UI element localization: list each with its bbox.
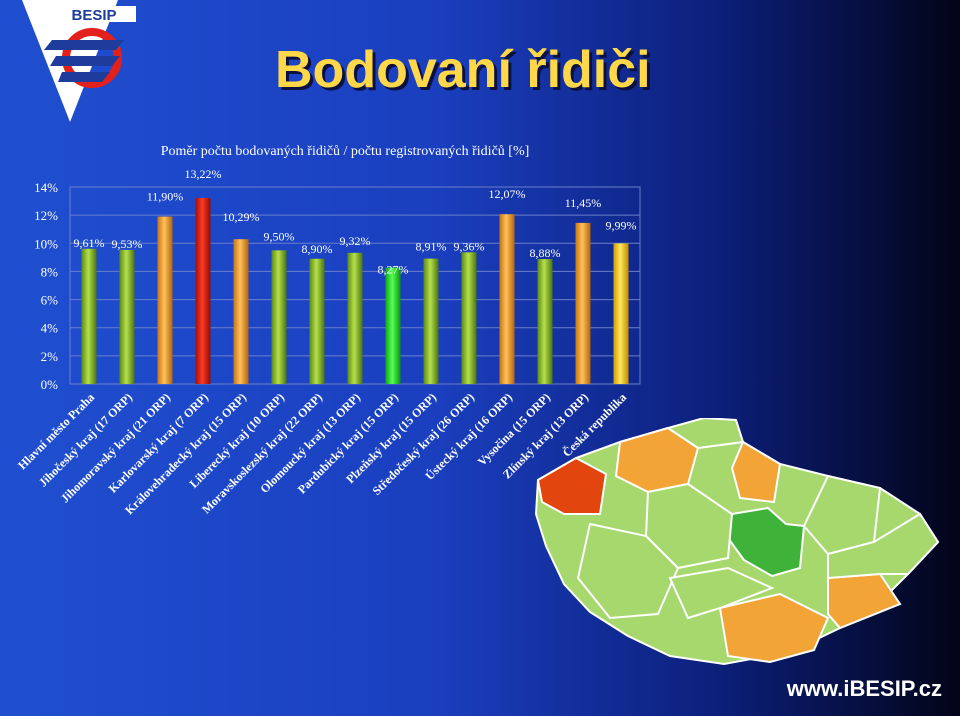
y-tick-label: 12% <box>34 208 58 223</box>
y-tick-label: 10% <box>34 236 58 251</box>
data-label: 9,32% <box>340 234 371 248</box>
czech-regions-map <box>534 418 940 666</box>
data-label: 9,36% <box>454 239 485 253</box>
data-label: 11,90% <box>147 190 184 204</box>
bar <box>461 252 477 384</box>
bar <box>537 259 553 384</box>
data-label: 8,27% <box>378 263 409 277</box>
y-tick-label: 4% <box>41 321 59 336</box>
data-label: 9,53% <box>112 237 143 251</box>
data-label: 10,29% <box>223 210 260 224</box>
bar <box>233 239 249 384</box>
bar <box>575 222 591 384</box>
bar <box>119 249 135 384</box>
website-url: www.iBESIP.cz <box>786 676 942 701</box>
data-label: 13,22% <box>185 167 222 181</box>
bar <box>271 250 287 384</box>
bar <box>499 214 515 384</box>
y-tick-label: 2% <box>41 349 59 364</box>
bar <box>423 258 439 384</box>
bar <box>385 267 401 384</box>
bar <box>157 216 173 384</box>
data-label: 8,88% <box>530 246 561 260</box>
bar <box>81 248 97 384</box>
bar <box>613 243 629 384</box>
data-label: 9,99% <box>606 218 637 232</box>
besip-logo: BESIP <box>22 0 136 122</box>
bar <box>347 252 363 384</box>
y-tick-label: 0% <box>41 377 59 392</box>
logo-text: BESIP <box>71 7 116 24</box>
data-label: 9,50% <box>264 229 295 243</box>
y-tick-label: 14% <box>34 180 58 195</box>
data-label: 8,90% <box>302 242 333 256</box>
data-label: 8,91% <box>416 240 447 254</box>
data-label: 12,07% <box>489 187 526 201</box>
y-tick-label: 8% <box>41 264 59 279</box>
data-label: 9,61% <box>74 236 105 250</box>
y-tick-label: 6% <box>41 293 59 308</box>
data-label: 11,45% <box>565 196 602 210</box>
chart-title: Poměr počtu bodovaných řidičů / počtu re… <box>160 144 530 159</box>
slide-title: Bodovaní řidiči <box>275 41 651 99</box>
bar <box>309 258 325 384</box>
bar <box>195 197 211 384</box>
